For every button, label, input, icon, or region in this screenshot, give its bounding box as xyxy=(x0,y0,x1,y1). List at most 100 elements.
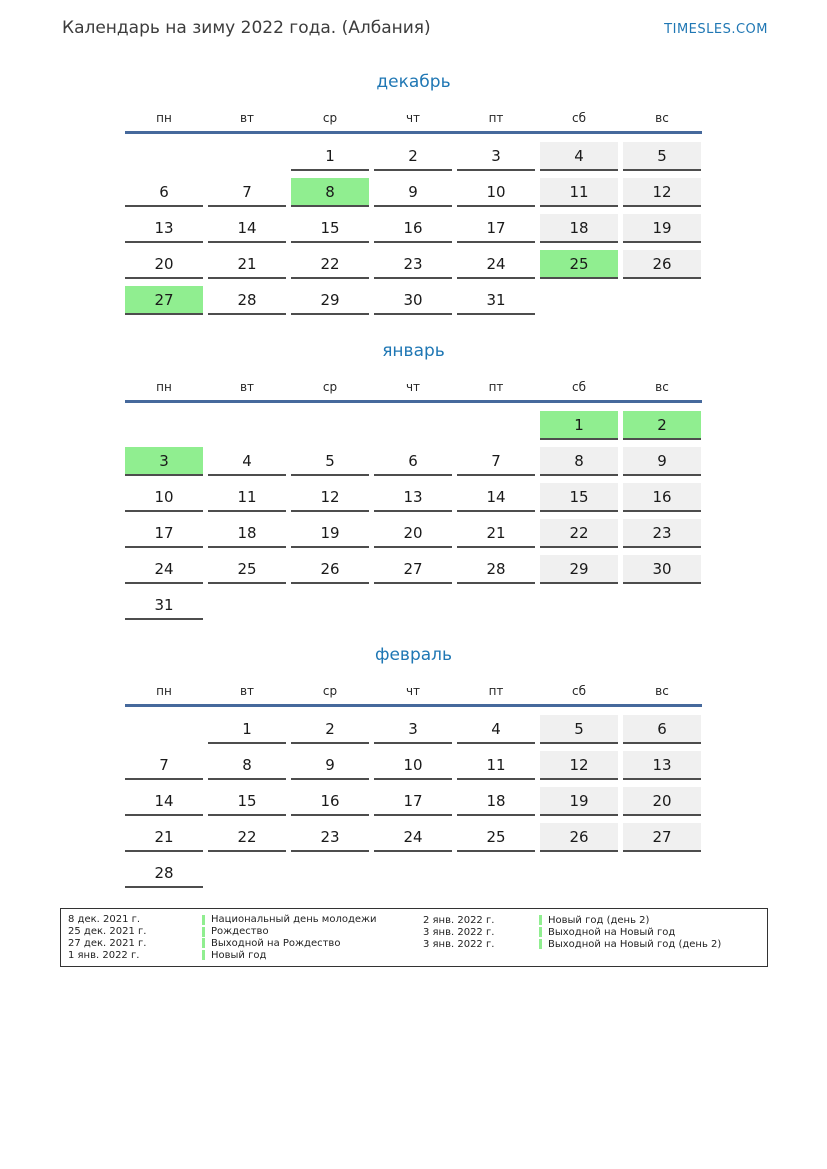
month-title: февраль xyxy=(374,645,453,665)
day-cell: 10 xyxy=(374,751,452,780)
empty-cell xyxy=(125,715,203,744)
day-cell: 25 xyxy=(208,555,286,584)
day-cell: 6 xyxy=(125,178,203,207)
brand-link[interactable]: TIMESLES.COM xyxy=(664,22,768,37)
empty-cell xyxy=(374,411,452,440)
legend-label: Рождество xyxy=(211,926,269,938)
day-cell: 27 xyxy=(374,555,452,584)
day-cell: 23 xyxy=(291,823,369,852)
weekday-header: вс xyxy=(655,684,669,698)
empty-cell xyxy=(540,591,618,620)
weekday-header: пн xyxy=(156,111,172,125)
day-cell: 11 xyxy=(540,178,618,207)
day-cell: 16 xyxy=(623,483,701,512)
day-cell: 23 xyxy=(623,519,701,548)
day-cell: 26 xyxy=(540,823,618,852)
holiday-marker-icon xyxy=(539,939,542,949)
weekday-header: вт xyxy=(239,111,255,125)
week-row: 10 11 12 13 14 15 16 xyxy=(125,483,702,512)
empty-cell xyxy=(208,591,286,620)
holiday-marker-icon xyxy=(539,915,542,925)
weekday-header: пн xyxy=(156,684,172,698)
day-cell: 1 xyxy=(208,715,286,744)
weekday-header: вс xyxy=(655,111,669,125)
day-cell: 18 xyxy=(457,787,535,816)
day-cell: 8 xyxy=(540,447,618,476)
day-cell: 28 xyxy=(125,859,203,888)
month-title: декабрь xyxy=(376,72,451,92)
empty-cell xyxy=(125,142,203,171)
day-cell: 2 xyxy=(374,142,452,171)
weekday-header: чт xyxy=(405,684,421,698)
legend-entry: 8 дек. 2021 г. Национальный день молодежи xyxy=(68,914,423,926)
day-cell: 5 xyxy=(540,715,618,744)
day-cell: 31 xyxy=(457,286,535,315)
empty-cell xyxy=(291,411,369,440)
empty-cell xyxy=(457,591,535,620)
legend-label: Выходной на Новый год xyxy=(548,926,676,938)
header-rule xyxy=(125,131,702,134)
day-cell: 4 xyxy=(457,715,535,744)
weekday-header-row: пн вт ср чт пт сб вс xyxy=(125,379,702,396)
header-rule xyxy=(125,704,702,707)
empty-cell xyxy=(374,591,452,620)
day-cell: 11 xyxy=(457,751,535,780)
month-title: январь xyxy=(382,341,445,361)
day-cell: 29 xyxy=(291,286,369,315)
day-cell: 15 xyxy=(291,214,369,243)
week-row: 14 15 16 17 18 19 20 xyxy=(125,787,702,816)
weekday-header: ср xyxy=(322,380,338,394)
day-cell: 15 xyxy=(208,787,286,816)
day-cell: 1 xyxy=(540,411,618,440)
day-cell: 30 xyxy=(374,286,452,315)
day-cell: 13 xyxy=(374,483,452,512)
day-cell: 22 xyxy=(291,250,369,279)
day-cell: 22 xyxy=(540,519,618,548)
weekday-header-row: пн вт ср чт пт сб вс xyxy=(125,683,702,700)
day-cell: 14 xyxy=(125,787,203,816)
weekday-header: чт xyxy=(405,111,421,125)
weekday-header: сб xyxy=(572,380,586,394)
empty-cell xyxy=(623,859,701,888)
month-section: январь пн вт ср чт пт сб вс 1 2 3 4 5 6 7 8 9 10 11 12 13 14 1… xyxy=(125,339,702,620)
weekday-header: сб xyxy=(572,684,586,698)
week-row: 21 22 23 24 25 26 27 xyxy=(125,823,702,852)
day-cell: 4 xyxy=(540,142,618,171)
day-cell: 12 xyxy=(623,178,701,207)
week-row: 6 7 8 9 10 11 12 xyxy=(125,178,702,207)
week-row: 20 21 22 23 24 25 26 xyxy=(125,250,702,279)
weekday-header-row: пн вт ср чт пт сб вс xyxy=(125,110,702,127)
day-cell: 24 xyxy=(125,555,203,584)
day-cell: 5 xyxy=(291,447,369,476)
empty-cell xyxy=(540,286,618,315)
day-cell: 28 xyxy=(457,555,535,584)
day-cell: 8 xyxy=(208,751,286,780)
day-cell: 19 xyxy=(623,214,701,243)
day-cell: 27 xyxy=(623,823,701,852)
legend-label: Новый год xyxy=(211,949,267,961)
day-cell: 24 xyxy=(374,823,452,852)
legend-entry: 2 янв. 2022 г. Новый год (день 2) xyxy=(423,914,760,926)
day-cell: 24 xyxy=(457,250,535,279)
legend-entry: 25 дек. 2021 г. Рождество xyxy=(68,926,423,938)
day-cell: 25 xyxy=(457,823,535,852)
day-cell: 21 xyxy=(208,250,286,279)
empty-cell xyxy=(208,859,286,888)
weekday-header: вс xyxy=(655,380,669,394)
empty-cell xyxy=(291,859,369,888)
empty-cell xyxy=(374,859,452,888)
day-cell: 14 xyxy=(457,483,535,512)
day-cell: 16 xyxy=(374,214,452,243)
legend-date: 25 дек. 2021 г. xyxy=(68,926,147,938)
legend-entry: 27 дек. 2021 г. Выходной на Рождество xyxy=(68,938,423,950)
day-cell: 18 xyxy=(208,519,286,548)
legend-date: 27 дек. 2021 г. xyxy=(68,937,147,949)
week-row: 7 8 9 10 11 12 13 xyxy=(125,751,702,780)
weekday-header: вт xyxy=(239,684,255,698)
week-row: 24 25 26 27 28 29 30 xyxy=(125,555,702,584)
day-cell: 6 xyxy=(374,447,452,476)
day-cell: 25 xyxy=(540,250,618,279)
